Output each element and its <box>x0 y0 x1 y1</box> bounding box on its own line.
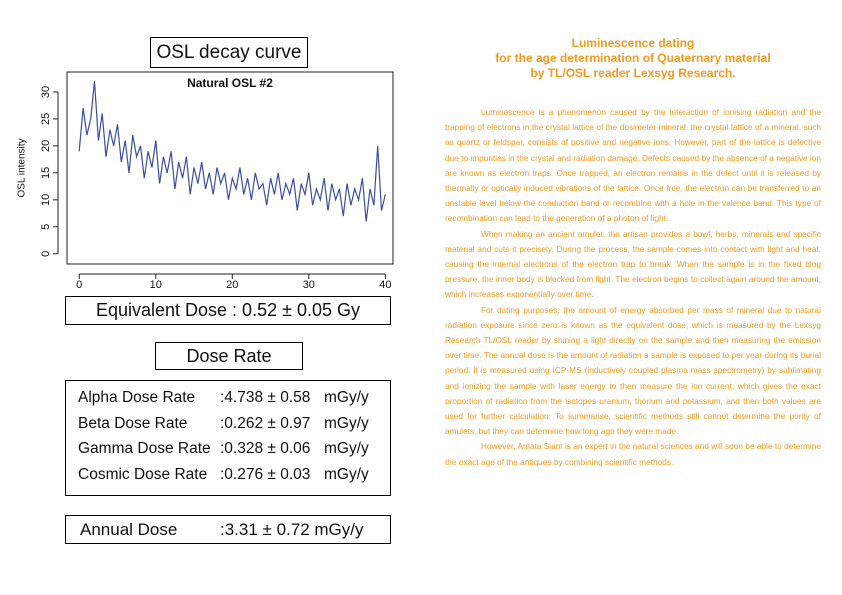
dose-rate-title: Dose Rate <box>155 342 303 370</box>
y-tick-label: 5 <box>40 224 52 230</box>
article-title: Luminescence dating for the age determina… <box>445 36 821 81</box>
dose-rate-unit: mGy/y <box>324 414 369 432</box>
y-tick-label: 0 <box>40 251 52 257</box>
x-tick-label: 40 <box>379 279 391 291</box>
dose-rate-name: Alpha Dose Rate <box>78 389 196 406</box>
y-tick-label: 25 <box>40 113 52 125</box>
dose-rate-unit: mGy/y <box>324 389 369 406</box>
chart-title: Natural OSL #2 <box>187 76 273 90</box>
text-column: Luminescence dating for the age determina… <box>445 36 821 470</box>
equivalent-dose: Equivalent Dose : 0.52 ± 0.05 Gy <box>65 296 391 325</box>
y-axis-label: OSL intensity <box>17 138 28 197</box>
paragraph: When making an ancient amulet, the artis… <box>445 228 821 300</box>
dose-rate-name: Beta Dose Rate <box>78 414 188 432</box>
x-tick-label: 20 <box>226 279 238 291</box>
paragraph: However, Amata Siam is an expert in the … <box>445 441 821 467</box>
title-line: by TL/OSL reader Lexsyg Research. <box>530 66 736 80</box>
title-line: for the age determination of Quaternary … <box>495 51 771 65</box>
annual-dose-name: Annual Dose <box>80 520 178 539</box>
series-line <box>78 81 386 222</box>
dose-rate-table <box>65 380 391 496</box>
paragraph: For dating purposes, the amount of energ… <box>445 304 821 437</box>
y-tick-label: 30 <box>40 86 52 98</box>
plot-frame <box>66 71 394 265</box>
y-tick-label: 15 <box>40 167 52 179</box>
dose-rate-value: :4.738 ± 0.58 <box>220 389 311 406</box>
dose-rate-name: Cosmic Dose Rate <box>78 465 208 483</box>
y-tick-label: 10 <box>40 194 52 206</box>
paragraph: Luminescence is a phenomenon caused by t… <box>445 107 821 224</box>
x-tick-label: 30 <box>303 279 315 291</box>
x-tick-label: 0 <box>76 279 82 291</box>
dose-rate-value: :0.328 ± 0.06 <box>220 440 311 457</box>
dose-rate-name: Gamma Dose Rate <box>78 440 211 457</box>
y-tick-label: 20 <box>40 140 52 152</box>
title-line: Luminescence dating <box>571 36 695 50</box>
dose-rate-unit: mGy/y <box>324 440 369 457</box>
article-body: Luminescence is a phenomenon caused by t… <box>445 105 821 470</box>
dose-rate-value: :0.276 ± 0.03 <box>220 465 311 483</box>
annual-dose-value: :3.31 ± 0.72 mGy/y <box>220 520 364 539</box>
annual-dose-box <box>65 515 391 544</box>
decay-title: OSL decay curve <box>150 37 308 68</box>
x-tick-label: 10 <box>150 279 162 291</box>
dose-rate-value: :0.262 ± 0.97 <box>220 414 311 432</box>
dose-rate-unit: mGy/y <box>324 465 369 483</box>
